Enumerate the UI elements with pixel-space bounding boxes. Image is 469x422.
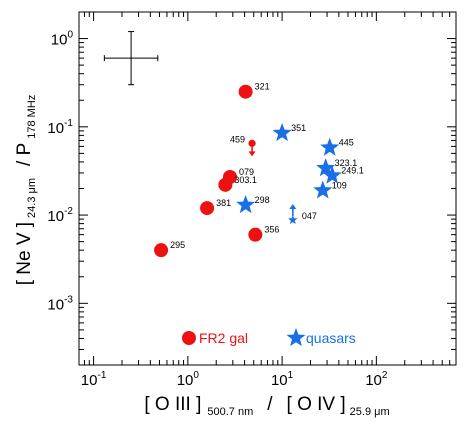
data-point-fr2-381 [200, 201, 215, 216]
data-point-fr2-295 [154, 243, 169, 258]
point-label-351: 351 [291, 123, 306, 133]
y-axis-title-sep: / P [14, 143, 35, 166]
point-label-047: 047 [302, 211, 317, 221]
y-axis-title-sub1: 24.3 μm [26, 178, 38, 218]
x-axis-title-sep: / [267, 394, 273, 415]
y-tick-label: 100 [51, 30, 74, 49]
x-tick-label: 10-1 [81, 370, 107, 389]
data-point-fr2-303.1 [218, 177, 233, 192]
x-axis-title-part1: [ O III ] [144, 394, 201, 415]
x-tick-label: 101 [271, 370, 294, 389]
y-axis-title-part1: [ Ne V ] [14, 222, 35, 285]
point-label-298: 298 [255, 195, 270, 205]
plot-frame [78, 11, 457, 366]
point-label-381: 381 [216, 198, 231, 208]
legend-label-quasars: quasars [306, 330, 356, 346]
point-label-303.1: 303.1 [234, 175, 257, 185]
x-tick-label: 100 [177, 370, 200, 389]
typical-error-bar [103, 31, 159, 86]
legend-label-fr2: FR2 gal [199, 330, 248, 346]
data-point-quasar-445 [320, 137, 340, 156]
point-label-249.1: 249.1 [341, 166, 364, 176]
x-axis-title-part2: [ O IV ] [287, 394, 346, 415]
point-label-323.1: 323.1 [335, 158, 358, 168]
data-point-fr2-321 [238, 84, 253, 99]
y-axis-title-sub2: 178 MHz [26, 95, 38, 139]
legend: FR2 gal quasars [182, 328, 356, 347]
point-label-459: 459 [230, 134, 245, 144]
lower-limit-arrow-head [289, 203, 297, 209]
data-point-quasar-351 [272, 123, 292, 142]
data-point-quasar-249.1 [322, 165, 342, 184]
x-axis-title: [ O III ] 500.7 nm / [ O IV ] 25.9 μm [144, 394, 389, 418]
point-label-356: 356 [264, 225, 279, 235]
x-axis-title-sub2: 25.9 μm [350, 406, 390, 418]
legend-marker-quasar [286, 328, 306, 347]
data-point-quasar-298 [236, 195, 256, 214]
data-point-quasar-323.1 [316, 158, 336, 177]
legend-marker-fr2 [182, 331, 196, 345]
point-label-445: 445 [339, 138, 354, 148]
data-point-quasar-109 [313, 180, 333, 199]
y-axis-title: [ Ne V ] 24.3 μm / P 178 MHz [14, 95, 38, 286]
y-tick-label: 10-1 [47, 118, 73, 137]
point-label-109: 109 [332, 180, 347, 190]
point-label-079: 079 [239, 167, 254, 177]
x-axis-title-sub1: 500.7 nm [207, 406, 253, 418]
x-tick-label: 102 [365, 370, 388, 389]
axis-ticks [78, 11, 457, 366]
y-tick-label: 10-3 [47, 294, 73, 313]
y-tick-label: 10-2 [47, 206, 73, 225]
upper-limit-arrow-head [248, 151, 256, 157]
point-label-321: 321 [255, 82, 270, 92]
lower-limit-point-047 [288, 214, 298, 225]
tick-labels: 10-1 100 101 102 10-3 10-2 10-1 100 [47, 30, 388, 389]
data-point-fr2-356 [248, 227, 263, 242]
point-label-295: 295 [170, 240, 185, 250]
